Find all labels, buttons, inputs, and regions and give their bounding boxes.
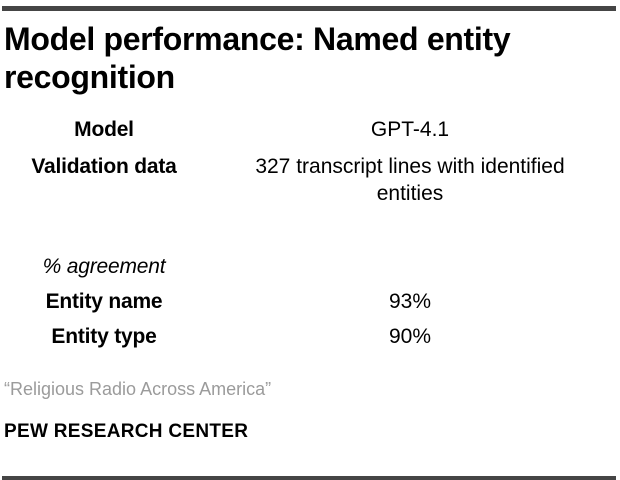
table-row-model: Model GPT-4.1 bbox=[0, 116, 620, 143]
table-row-entity-type: Entity type 90% bbox=[0, 323, 620, 350]
org-name: PEW RESEARCH CENTER bbox=[4, 421, 249, 442]
bottom-rule bbox=[2, 476, 616, 480]
source-note: “Religious Radio Across America” bbox=[4, 379, 272, 399]
section-label-agreement: % agreement bbox=[42, 255, 166, 278]
row-value-model: GPT-4.1 bbox=[370, 118, 450, 141]
row-label-entity-type: Entity type bbox=[51, 325, 157, 348]
figure-title: Model performance: Named entity recognit… bbox=[4, 21, 511, 95]
top-rule bbox=[2, 6, 616, 11]
row-value-validation-data: 327 transcript lines with identified ent… bbox=[255, 155, 565, 205]
table-row-entity-name: Entity name 93% bbox=[0, 288, 620, 315]
table-row-validation-data: Validation data 327 transcript lines wit… bbox=[0, 153, 620, 207]
row-label-entity-name: Entity name bbox=[45, 290, 163, 313]
row-label-model: Model bbox=[74, 118, 134, 141]
row-value-entity-name: 93% bbox=[388, 290, 432, 313]
row-label-validation-data: Validation data bbox=[31, 155, 177, 178]
section-header-row: % agreement bbox=[0, 253, 620, 280]
row-value-entity-type: 90% bbox=[388, 325, 432, 348]
